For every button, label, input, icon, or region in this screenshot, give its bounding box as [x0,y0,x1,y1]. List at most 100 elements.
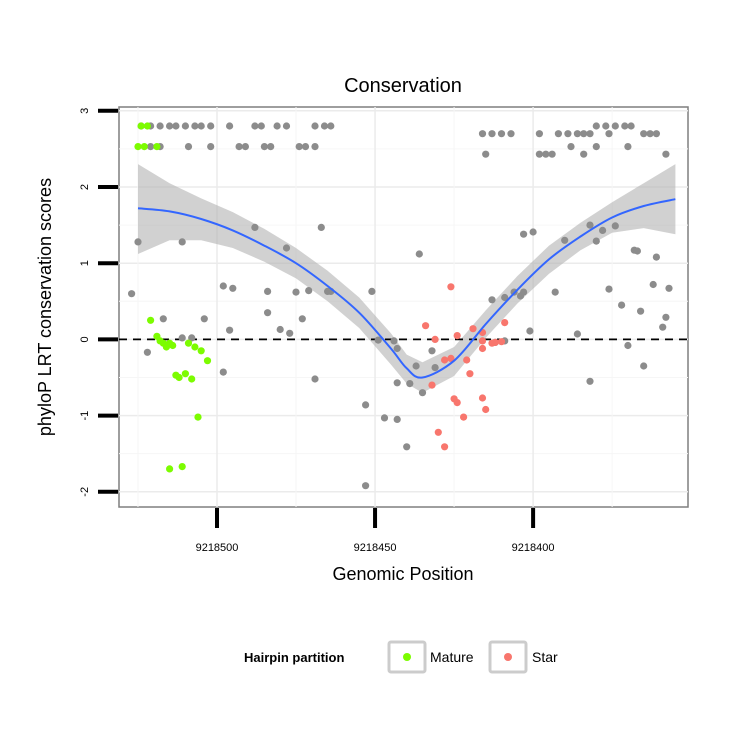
point-other-82 [652,130,661,138]
axes: -2 -1 0 1 2 3 9218500 9218450 9218400 [79,108,555,554]
point-other-19 [184,143,193,151]
x-tick-label-2: 9218400 [512,542,555,554]
point-other-99 [561,236,569,244]
point-other-41 [159,315,167,323]
point-other-86 [548,150,556,158]
point-other-9 [226,122,234,130]
point-mature-14 [181,370,189,378]
point-other-118 [526,327,534,335]
point-other-36 [292,288,300,296]
point-other-124 [624,341,632,350]
point-star-2 [441,356,449,364]
point-other-3 [166,122,174,130]
point-other-13 [282,122,291,130]
point-mature-16 [191,343,199,351]
point-other-106 [652,253,661,261]
point-other-20 [207,143,215,151]
point-other-125 [586,377,594,385]
point-mature-18 [203,357,212,365]
point-other-59 [406,380,414,388]
point-other-83 [482,150,490,158]
point-other-11 [257,122,265,130]
point-other-92 [627,122,635,130]
point-other-67 [393,344,401,353]
point-other-29 [178,238,186,246]
point-other-44 [188,334,196,342]
point-other-66 [374,336,382,344]
point-star-4 [453,332,461,340]
point-star-11 [491,338,499,346]
point-other-107 [488,296,496,304]
point-other-7 [197,122,205,130]
point-other-93 [662,150,670,158]
point-other-54 [362,401,370,409]
point-mature-17 [197,347,205,355]
point-other-8 [207,122,215,130]
grid-lines [119,107,688,507]
point-other-53 [368,287,376,295]
point-mature-4 [153,143,161,151]
y-tick-label-2: 0 [79,336,91,342]
point-other-51 [219,368,227,376]
point-other-84 [535,150,544,158]
point-other-35 [264,287,272,295]
x-axis-title: Genomic Position [332,564,473,584]
point-star-19 [460,413,468,421]
point-other-31 [282,244,291,252]
point-star-15 [466,370,474,378]
legend: Hairpin partition Mature Star [244,640,558,674]
point-other-5 [181,122,189,130]
point-other-21 [235,143,243,151]
point-other-113 [605,285,613,293]
point-other-90 [611,122,619,130]
point-other-37 [305,287,313,295]
point-other-52 [311,375,319,383]
point-other-27 [311,143,319,151]
point-other-87 [580,150,588,158]
point-other-55 [380,414,389,422]
point-mature-22 [178,463,186,471]
point-mature-1 [143,122,151,130]
point-other-62 [428,347,436,355]
point-other-4 [172,122,180,130]
point-other-2 [156,122,164,130]
point-other-60 [418,389,427,397]
point-other-91 [621,122,629,130]
point-mature-2 [140,143,148,151]
point-other-63 [415,250,423,258]
point-other-111 [516,292,525,300]
point-other-61 [412,362,420,370]
point-other-45 [226,326,234,334]
y-tick-label-4: 2 [79,184,91,190]
point-mature-20 [194,413,202,421]
point-other-33 [219,282,227,290]
point-star-13 [501,319,509,327]
point-star-8 [478,337,487,345]
point-other-40 [128,290,136,298]
point-other-6 [191,122,199,130]
point-other-50 [143,348,151,356]
point-other-116 [662,313,670,321]
point-other-73 [535,130,544,138]
point-other-26 [301,143,310,151]
point-star-16 [428,381,436,389]
point-star-3 [447,354,455,362]
x-tick-label-1: 9218450 [354,542,397,554]
point-other-88 [592,122,600,130]
point-mature-3 [134,143,142,151]
point-other-17 [147,143,155,151]
point-other-95 [592,143,600,151]
smooth-line [137,198,676,379]
point-other-24 [267,143,275,151]
point-other-115 [665,284,673,292]
point-other-81 [646,130,654,138]
legend-dot-mature [403,653,411,661]
point-other-97 [520,230,528,238]
y-tick-label-0: -2 [79,487,91,497]
point-other-58 [393,379,401,387]
point-star-21 [482,405,490,414]
x-tick-label-0: 9218500 [196,542,239,554]
point-other-117 [659,323,667,331]
point-star-9 [478,344,487,353]
point-other-98 [529,228,537,236]
